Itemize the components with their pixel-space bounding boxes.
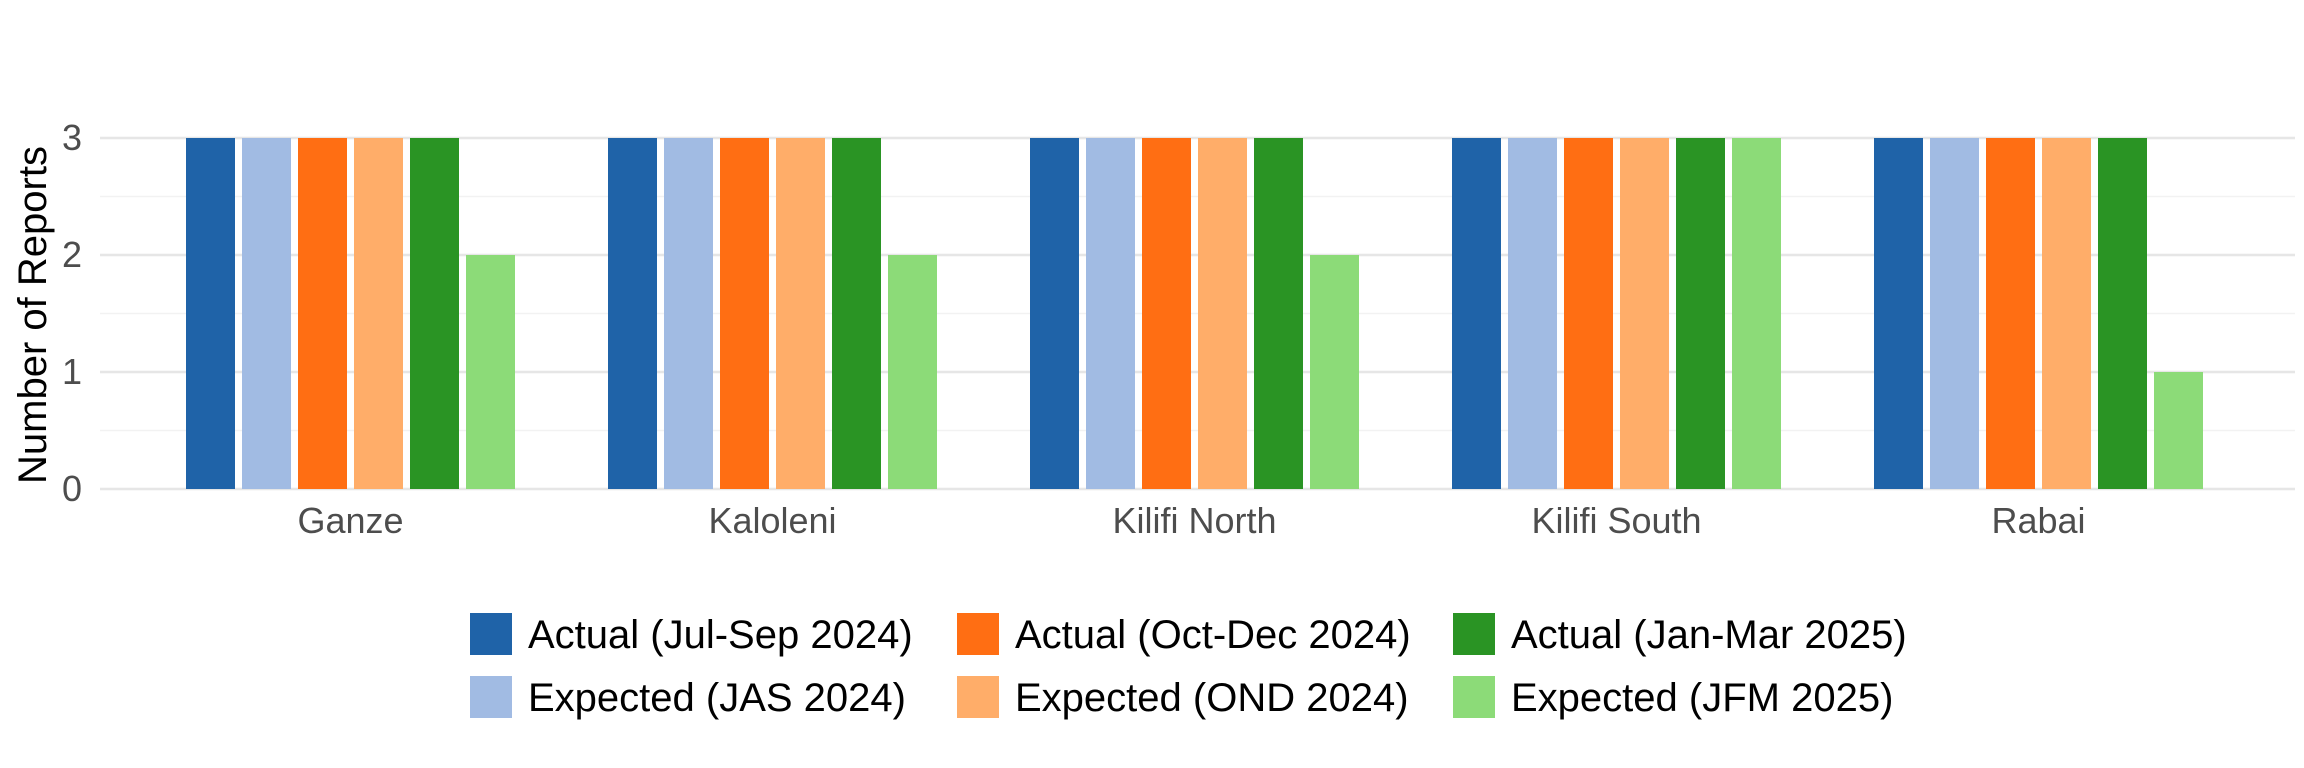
bar [888,255,937,489]
bar [2042,138,2091,489]
y-tick-label: 3 [62,117,82,158]
bar [410,138,459,489]
legend-swatch [957,613,999,655]
bar [1198,138,1247,489]
bar [1086,138,1135,489]
bar [608,138,657,489]
bar [1986,138,2035,489]
bar [1254,138,1303,489]
bar [466,255,515,489]
bar [1620,138,1669,489]
legend-label: Actual (Jan-Mar 2025) [1511,613,1907,657]
bar [1930,138,1979,489]
x-tick-label: Kilifi North [1112,500,1276,541]
legend-label: Expected (JAS 2024) [528,676,906,720]
bar [776,138,825,489]
bar [2098,138,2147,489]
bar [298,138,347,489]
bar [1508,138,1557,489]
legend-swatch [1453,613,1495,655]
bar [1564,138,1613,489]
bar [1452,138,1501,489]
y-tick-label: 0 [62,468,82,509]
y-axis-ticks: 0 1 2 3 [62,117,82,509]
x-tick-label: Kilifi South [1531,500,1701,541]
bar [1142,138,1191,489]
bar [354,138,403,489]
bars [186,138,2203,489]
legend-label: Expected (JFM 2025) [1511,676,1893,720]
bar [2154,372,2203,489]
y-axis-title: Number of Reports [11,146,55,484]
bar [1874,138,1923,489]
bar [1310,255,1359,489]
bar [186,138,235,489]
legend-swatch [957,676,999,718]
bar [832,138,881,489]
bar [1732,138,1781,489]
legend-swatch [1453,676,1495,718]
bar [1030,138,1079,489]
bar [1676,138,1725,489]
bar [720,138,769,489]
bar [242,138,291,489]
legend-swatch [470,676,512,718]
x-axis-ticks: Ganze Kaloleni Kilifi North Kilifi South Rab… [297,500,2085,541]
legend-label: Expected (OND 2024) [1015,676,1409,720]
x-tick-label: Rabai [1991,500,2085,541]
legend-label: Actual (Oct-Dec 2024) [1015,613,1411,657]
x-tick-label: Kaloleni [708,500,836,541]
bar [664,138,713,489]
legend-swatch [470,613,512,655]
y-tick-label: 1 [62,351,82,392]
legend-label: Actual (Jul-Sep 2024) [528,613,913,657]
y-tick-label: 2 [62,234,82,275]
legend: Actual (Jul-Sep 2024) Expected (JAS 2024)… [470,613,1907,720]
x-tick-label: Ganze [297,500,403,541]
grid-lines [100,136,2295,491]
